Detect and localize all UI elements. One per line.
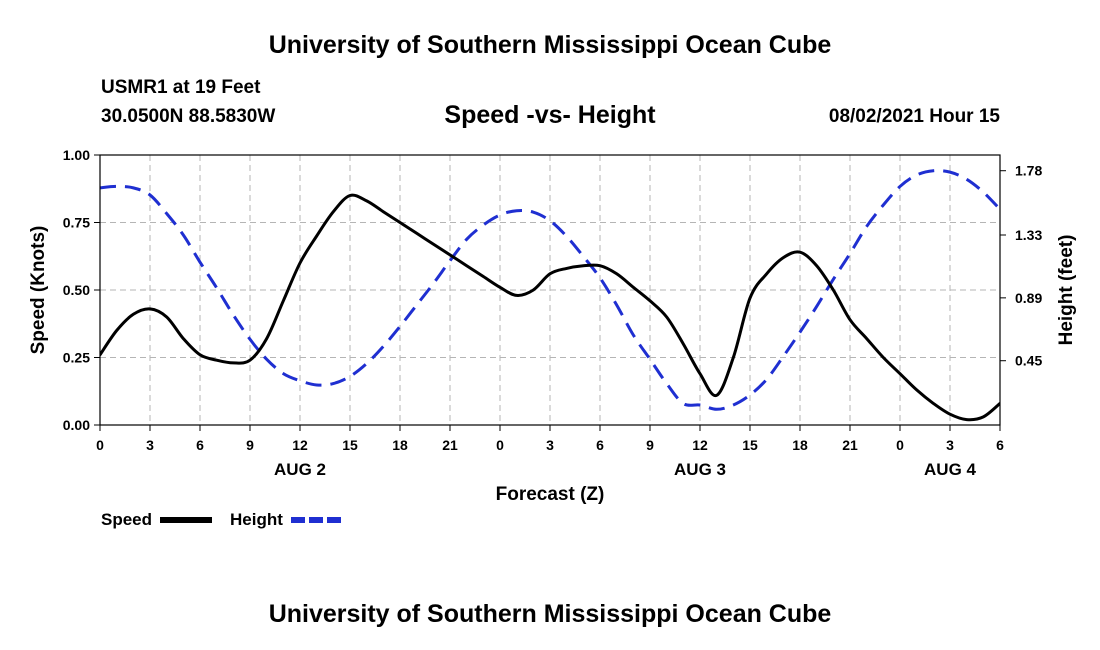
series-line-height — [100, 169, 1000, 411]
x-tick-label: 21 — [842, 437, 858, 453]
x-tick-label: 0 — [896, 437, 904, 453]
chart-title: Speed -vs- Height — [444, 101, 656, 129]
y-tick-label: 0.50 — [63, 282, 90, 298]
y2-axis-title: Height (feet) — [1056, 235, 1077, 346]
station-label: USMR1 at 19 Feet — [101, 77, 261, 98]
legend-label-height: Height — [230, 510, 283, 529]
x-tick-label: 3 — [546, 437, 554, 453]
x-tick-label: 9 — [646, 437, 654, 453]
x-tick-label: 6 — [996, 437, 1004, 453]
y2-tick-label: 0.89 — [1015, 290, 1042, 306]
coordinates-label: 30.0500N 88.5830W — [101, 106, 276, 127]
y2-tick-label: 0.45 — [1015, 353, 1042, 369]
legend: Speed Height — [101, 510, 342, 529]
y-tick-label: 1.00 — [63, 147, 90, 163]
y-axis-right: 0.45 0.89 1.33 1.78 — [1000, 163, 1042, 369]
y-tick-label: 0.25 — [63, 350, 90, 366]
grid-lines — [100, 155, 1000, 425]
x-tick-label: 6 — [596, 437, 604, 453]
x-tick-label: 15 — [742, 437, 758, 453]
x-tick-label: 12 — [292, 437, 308, 453]
x-tick-label: 9 — [246, 437, 254, 453]
x-date-label: AUG 3 — [674, 460, 726, 479]
x-tick-label: 6 — [196, 437, 204, 453]
x-tick-label: 12 — [692, 437, 708, 453]
forecast-datetime: 08/02/2021 Hour 15 — [828, 106, 1000, 127]
series-layer — [100, 169, 1000, 422]
y2-tick-label: 1.33 — [1015, 227, 1042, 243]
x-tick-label: 15 — [342, 437, 358, 453]
x-tick-label: 0 — [496, 437, 504, 453]
x-axis: 0 3 6 9 12 15 18 21 0 3 6 9 12 15 18 21 0 3 6 AUG 2 AUG 3 AUG… — [96, 425, 1004, 479]
y-axis-title: Speed (Knots) — [28, 226, 49, 355]
y-tick-label: 0.00 — [63, 417, 90, 433]
y-axis-left: 0.00 0.25 0.50 0.75 1.00 — [63, 147, 100, 433]
series-line-speed — [100, 193, 1000, 422]
y2-tick-label: 1.78 — [1015, 163, 1042, 179]
x-tick-label: 3 — [946, 437, 954, 453]
x-axis-title: Forecast (Z) — [496, 484, 605, 505]
x-tick-label: 3 — [146, 437, 154, 453]
footer-title: University of Southern Mississippi Ocean… — [268, 600, 832, 628]
y-tick-label: 0.75 — [63, 215, 90, 231]
legend-label-speed: Speed — [101, 510, 152, 529]
page-title: University of Southern Mississippi Ocean… — [268, 31, 832, 59]
x-tick-label: 18 — [392, 437, 408, 453]
x-date-label: AUG 4 — [924, 460, 977, 479]
x-tick-label: 0 — [96, 437, 104, 453]
x-tick-label: 21 — [442, 437, 458, 453]
x-tick-label: 18 — [792, 437, 808, 453]
x-date-label: AUG 2 — [274, 460, 326, 479]
